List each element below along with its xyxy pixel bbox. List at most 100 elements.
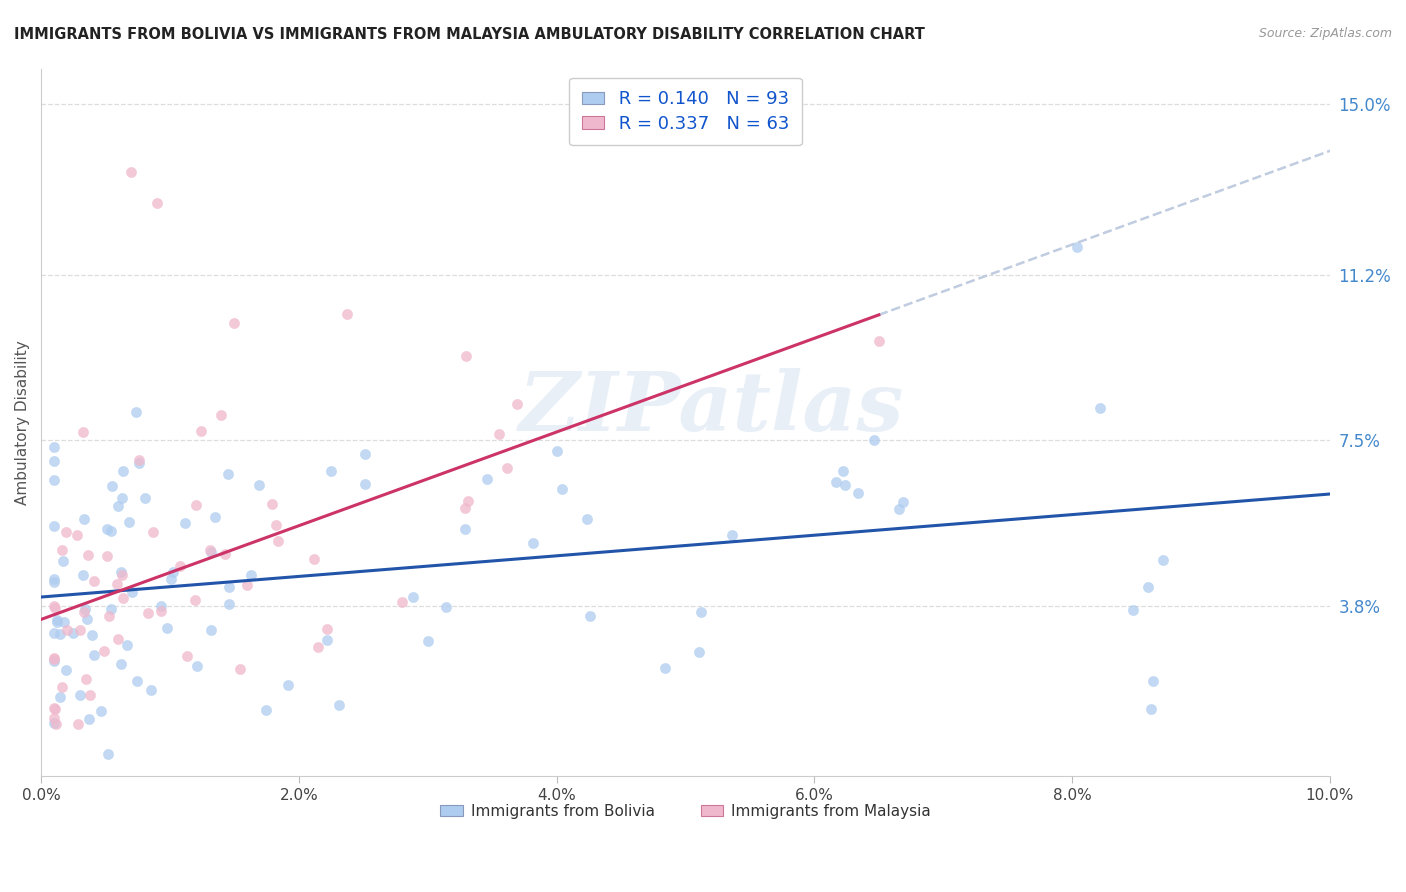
Point	[146, 195, 169, 210]
Point	[96, 523, 118, 537]
Point	[846, 486, 869, 500]
Point	[121, 585, 143, 599]
Point	[454, 501, 477, 516]
Point	[307, 640, 329, 654]
Point	[66, 528, 89, 542]
Point	[107, 632, 129, 646]
Point	[49, 690, 72, 704]
Point	[834, 477, 856, 491]
Point	[416, 633, 439, 648]
Point	[75, 672, 97, 686]
Point	[1066, 239, 1088, 253]
Point	[229, 662, 252, 676]
Point	[142, 524, 165, 539]
Point	[105, 576, 128, 591]
Point	[1142, 674, 1164, 689]
Point	[156, 621, 179, 635]
Point	[824, 475, 846, 489]
Point	[97, 747, 120, 761]
Point	[832, 464, 855, 478]
Point	[76, 612, 98, 626]
Point	[239, 568, 262, 582]
Point	[496, 460, 519, 475]
Point	[117, 515, 139, 529]
Point	[79, 688, 101, 702]
Point	[110, 565, 132, 579]
Point	[139, 682, 162, 697]
Point	[690, 605, 713, 619]
Point	[96, 549, 118, 564]
Point	[120, 164, 142, 178]
Point	[506, 397, 529, 411]
Point	[55, 525, 77, 540]
Point	[42, 625, 65, 640]
Point	[391, 594, 413, 608]
Point	[83, 648, 105, 663]
Point	[160, 572, 183, 586]
Point	[190, 424, 212, 438]
Point	[891, 495, 914, 509]
Point	[111, 491, 134, 506]
Point	[247, 477, 270, 491]
Point	[42, 716, 65, 731]
Point	[217, 467, 239, 481]
Point	[125, 405, 148, 419]
Point	[204, 510, 226, 524]
Point	[176, 649, 198, 664]
Point	[44, 600, 66, 615]
Point	[42, 575, 65, 590]
Point	[173, 516, 195, 530]
Point	[200, 545, 222, 559]
Point	[66, 717, 89, 731]
Point	[868, 334, 890, 348]
Point	[42, 473, 65, 487]
Point	[456, 349, 478, 363]
Point	[302, 552, 325, 566]
Point	[69, 688, 91, 702]
Point	[576, 512, 599, 526]
Point	[1140, 702, 1163, 716]
Point	[44, 702, 66, 716]
Point	[100, 524, 122, 538]
Point	[115, 638, 138, 652]
Point	[336, 307, 359, 321]
Point	[200, 623, 222, 637]
Point	[457, 493, 479, 508]
Point	[134, 491, 156, 505]
Point	[162, 565, 184, 579]
Text: Source: ZipAtlas.com: Source: ZipAtlas.com	[1258, 27, 1392, 40]
Point	[721, 528, 744, 542]
Point	[42, 652, 65, 666]
Point	[267, 533, 290, 548]
Point	[46, 613, 69, 627]
Point	[402, 590, 425, 604]
Text: IMMIGRANTS FROM BOLIVIA VS IMMIGRANTS FROM MALAYSIA AMBULATORY DISABILITY CORREL: IMMIGRANTS FROM BOLIVIA VS IMMIGRANTS FR…	[14, 27, 925, 42]
Point	[316, 632, 339, 647]
Point	[1137, 581, 1160, 595]
Point	[77, 712, 100, 726]
Point	[51, 680, 73, 694]
Point	[42, 711, 65, 725]
Point	[453, 522, 475, 536]
Point	[488, 427, 510, 442]
Point	[42, 440, 65, 454]
Point	[72, 425, 94, 440]
Point	[136, 607, 159, 621]
Point	[1152, 553, 1174, 567]
Point	[184, 593, 207, 607]
Point	[107, 499, 129, 513]
Point	[150, 599, 173, 614]
Point	[579, 609, 602, 624]
Point	[321, 464, 343, 478]
Point	[42, 454, 65, 468]
Point	[42, 654, 65, 668]
Point	[436, 600, 458, 615]
Point	[52, 553, 75, 567]
Point	[863, 433, 886, 447]
Point	[654, 661, 676, 675]
Point	[73, 511, 96, 525]
Point	[52, 615, 75, 629]
Point	[112, 464, 135, 478]
Point	[45, 615, 67, 629]
Point	[277, 678, 299, 692]
